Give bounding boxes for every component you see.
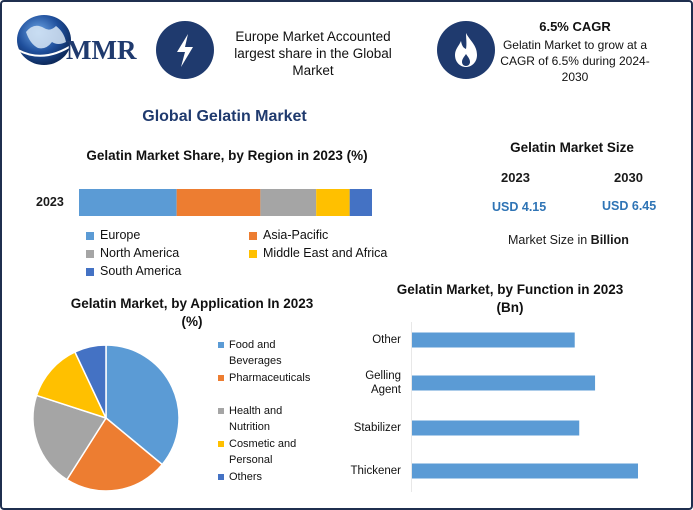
market-size-title: Gelatin Market Size [510, 140, 634, 155]
region-bar-segment-asia-pacific [176, 189, 261, 216]
value-2030: USD 6.45 [602, 199, 657, 213]
legend-swatch [249, 231, 257, 240]
region-bar-segment-north-america [260, 189, 317, 216]
legend-swatch [86, 249, 94, 258]
legend-middle-east-africa: Middle East and Africa [249, 246, 387, 260]
function-bar-thickener [412, 463, 638, 479]
lightning-icon [177, 34, 193, 67]
pie-legend-label: Cosmetic and Personal [229, 438, 297, 466]
function-category-label: Other [372, 334, 401, 346]
year-2030: 2030 [614, 170, 643, 185]
function-category-label: Gelling Agent [365, 370, 401, 396]
region-bar-segment-middle-east-and-africa [316, 189, 350, 216]
function-bar-plot [412, 332, 638, 479]
legend-swatch [86, 231, 94, 240]
pie-legend-label: Health and Nutrition [229, 405, 283, 433]
pie-slice-pharmaceuticals [65, 416, 164, 492]
title-line: (%) [181, 314, 203, 329]
function-axis [411, 322, 412, 492]
pie-slice-food-and-beverages [105, 344, 180, 466]
legend-label: South America [100, 264, 182, 278]
note-unit: Billion [590, 233, 629, 247]
cagr-text: Gelatin Market to grow at a CAGR of 6.5%… [500, 38, 650, 84]
title-line: Gelatin Market, by Application In 2023 [70, 296, 314, 311]
year-2023: 2023 [501, 170, 530, 185]
legend-swatch [86, 267, 94, 276]
legend-swatch [218, 375, 224, 381]
function-bar-other [412, 332, 575, 348]
region-bar-year-label: 2023 [36, 195, 64, 209]
pie-legend-label: Food and Beverages [229, 339, 282, 367]
pie-slice-health-and-nutrition [32, 394, 108, 481]
legend-europe: Europe [86, 228, 140, 242]
globe-icon [17, 15, 75, 65]
europe-share-text: Europe Market Accounted largest share in… [234, 29, 392, 78]
application-chart-title: Gelatin Market, by Application In 2023 (… [42, 295, 342, 331]
function-bar-stabilizer [412, 420, 580, 436]
pie-legend-label: Others [229, 471, 263, 483]
flame-icon [455, 33, 477, 67]
legend-swatch [249, 249, 257, 258]
main-title: Global Gelatin Market [142, 108, 307, 125]
legend-swatch [218, 474, 224, 480]
pie-slice-cosmetic-and-personal [35, 350, 108, 420]
pie-legend-item: Pharmaceuticals [218, 370, 310, 386]
pie-legend-label: Pharmaceuticals [229, 372, 311, 384]
legend-asia-pacific: Asia-Pacific [249, 228, 328, 242]
pie-legend-item: Food and Beverages [218, 337, 282, 369]
legend-north-america: North America [86, 246, 179, 260]
legend-label: North America [100, 246, 180, 260]
legend-label: Europe [100, 228, 141, 242]
value-2023: USD 4.15 [492, 200, 547, 214]
market-size-note: Market Size in Billion [508, 233, 629, 247]
region-stacked-bar [79, 189, 372, 216]
legend-label: Middle East and Africa [263, 246, 388, 260]
legend-swatch [218, 342, 224, 348]
application-pie [32, 344, 180, 492]
region-bar-segment-south-america [349, 189, 372, 216]
lightning-icon-badge [156, 21, 214, 79]
legend-south-america: South America [86, 264, 181, 278]
function-category-label: Stabilizer [353, 422, 401, 434]
note-prefix: Market Size in [508, 233, 591, 247]
title-line: (Bn) [496, 300, 524, 315]
logo-text: MMR [66, 35, 137, 65]
region-chart-title: Gelatin Market Share, by Region in 2023 … [86, 148, 368, 163]
cagr-title: 6.5% CAGR [539, 19, 611, 34]
flame-icon-badge [437, 21, 495, 79]
pie-legend-item: Others [218, 469, 262, 485]
legend-label: Asia-Pacific [263, 228, 329, 242]
pie-legend-item: Cosmetic and Personal [218, 436, 296, 468]
region-bar-segment-europe [79, 189, 177, 216]
function-bar-gelling-agent [412, 375, 596, 391]
title-line: Gelatin Market, by Function in 2023 [396, 282, 624, 297]
legend-swatch [218, 441, 224, 447]
function-category-label: Thickener [350, 465, 402, 477]
legend-swatch [218, 408, 224, 414]
pie-legend-item: Health and Nutrition [218, 403, 282, 435]
function-chart-title: Gelatin Market, by Function in 2023 (Bn) [380, 281, 640, 317]
pie-slice-others [73, 344, 107, 419]
